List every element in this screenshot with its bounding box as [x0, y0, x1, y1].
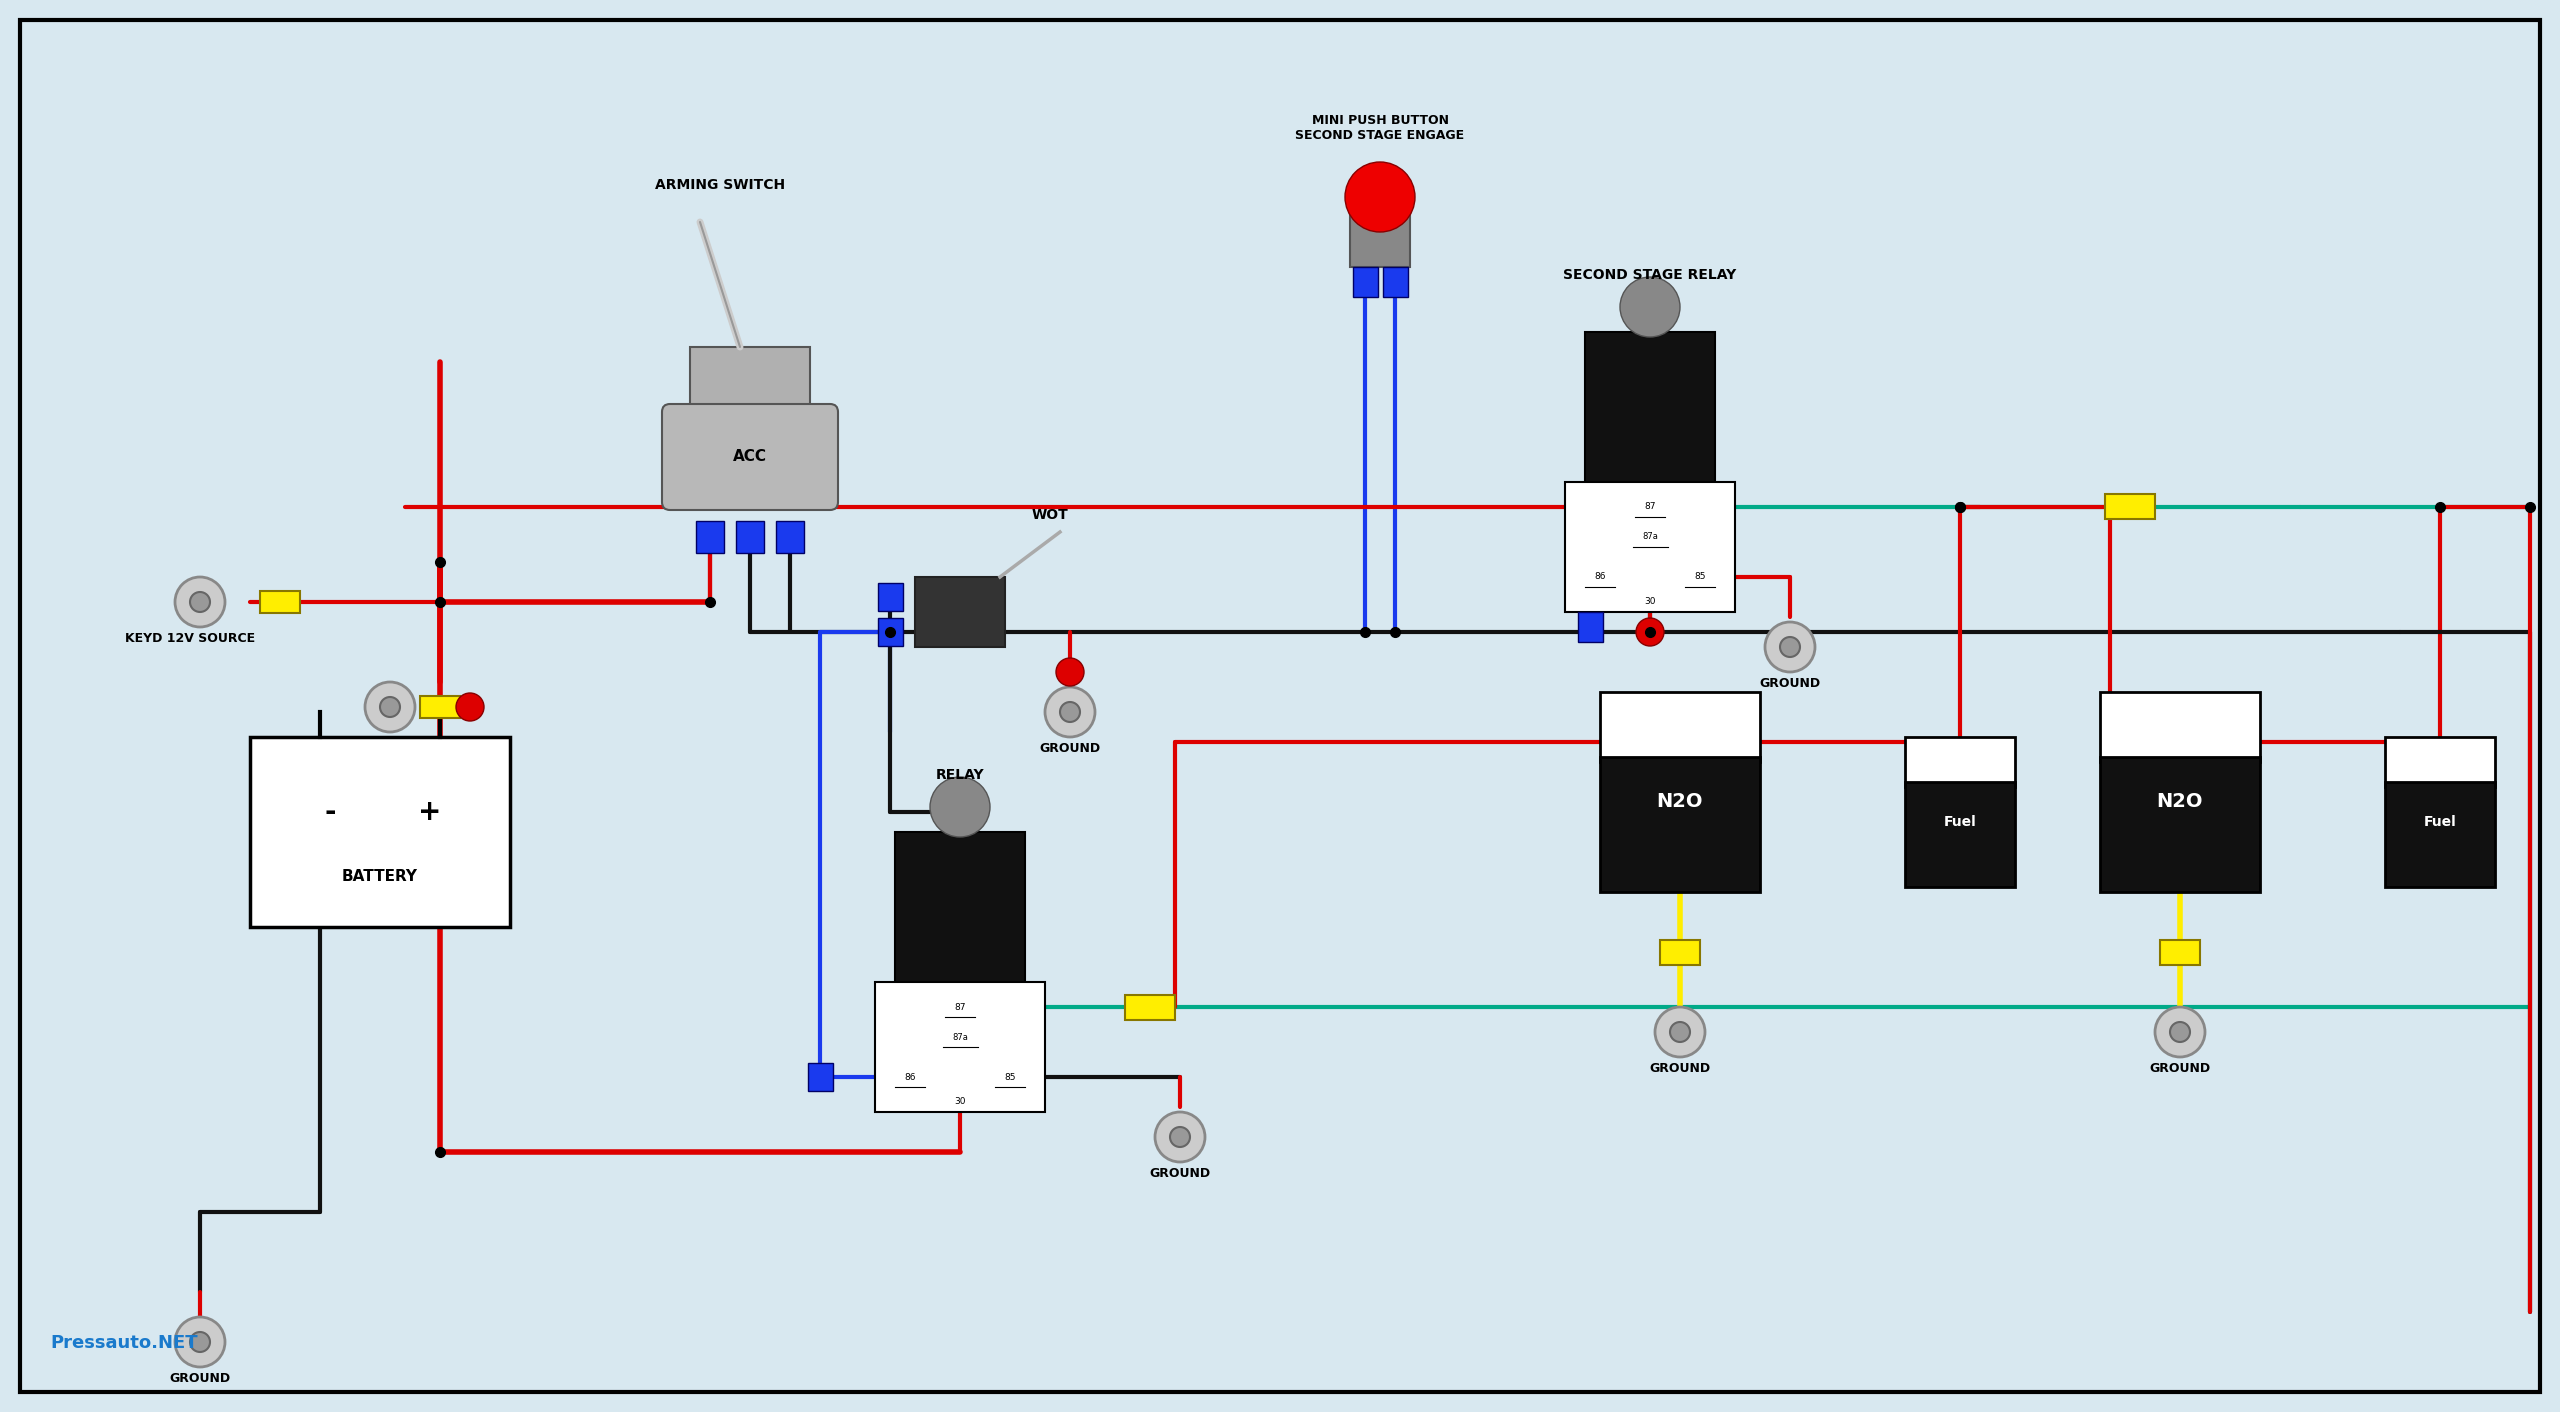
Bar: [914, 578, 1006, 647]
Bar: [2386, 737, 2496, 786]
Circle shape: [2171, 1022, 2189, 1042]
Text: Fuel: Fuel: [2424, 815, 2458, 829]
Bar: [1352, 267, 1377, 297]
Bar: [806, 1063, 832, 1091]
Bar: [1577, 611, 1603, 642]
Text: GROUND: GROUND: [1149, 1166, 1211, 1180]
Text: N2O: N2O: [1656, 792, 1702, 812]
Bar: [2161, 939, 2199, 964]
Bar: [691, 347, 809, 436]
Bar: [776, 521, 804, 554]
Text: 86: 86: [904, 1073, 916, 1082]
Bar: [1600, 692, 1761, 762]
Text: 85: 85: [1004, 1073, 1016, 1082]
Circle shape: [1057, 658, 1083, 686]
Bar: [1905, 737, 2015, 786]
Text: GROUND: GROUND: [2150, 1062, 2212, 1075]
Circle shape: [929, 777, 991, 837]
Text: N2O: N2O: [2156, 792, 2204, 812]
Text: ARMING SWITCH: ARMING SWITCH: [655, 178, 786, 192]
Bar: [696, 521, 724, 554]
Circle shape: [1620, 277, 1679, 337]
Text: 30: 30: [955, 1097, 965, 1107]
Circle shape: [1764, 623, 1815, 672]
Circle shape: [456, 693, 484, 722]
Circle shape: [1060, 702, 1080, 722]
Text: KEYD 12V SOURCE: KEYD 12V SOURCE: [125, 633, 256, 645]
Text: MINI PUSH BUTTON
SECOND STAGE ENGAGE: MINI PUSH BUTTON SECOND STAGE ENGAGE: [1295, 114, 1464, 143]
Text: 87a: 87a: [1641, 532, 1659, 541]
Circle shape: [366, 682, 415, 731]
Circle shape: [189, 1332, 210, 1353]
Bar: [420, 696, 461, 717]
Text: ACC: ACC: [732, 449, 768, 465]
Bar: [1659, 939, 1700, 964]
Circle shape: [174, 578, 225, 627]
Circle shape: [1044, 688, 1096, 737]
Text: RELAY: RELAY: [937, 768, 983, 782]
FancyBboxPatch shape: [663, 404, 837, 510]
Bar: [896, 832, 1024, 981]
Text: BATTERY: BATTERY: [343, 870, 417, 884]
Circle shape: [1654, 1007, 1705, 1058]
Circle shape: [379, 698, 399, 717]
Circle shape: [1779, 637, 1800, 657]
Bar: [2099, 692, 2260, 762]
Text: GROUND: GROUND: [1039, 741, 1101, 755]
Circle shape: [174, 1317, 225, 1367]
Text: -: -: [325, 798, 335, 826]
Text: SECOND STAGE RELAY: SECOND STAGE RELAY: [1564, 268, 1736, 282]
Bar: [1905, 782, 2015, 887]
Text: WOT: WOT: [1032, 508, 1068, 522]
Text: 85: 85: [1695, 572, 1705, 582]
Bar: [1124, 994, 1175, 1019]
Text: GROUND: GROUND: [1759, 676, 1820, 690]
Bar: [737, 521, 763, 554]
Text: GROUND: GROUND: [1649, 1062, 1710, 1075]
Circle shape: [1636, 618, 1664, 647]
Circle shape: [2156, 1007, 2204, 1058]
Text: 87a: 87a: [952, 1032, 968, 1042]
Bar: [1600, 757, 1761, 892]
Bar: [2386, 782, 2496, 887]
Bar: [876, 981, 1044, 1113]
Bar: [251, 737, 509, 928]
Bar: [878, 618, 904, 647]
Bar: [1585, 332, 1715, 481]
Bar: [878, 583, 904, 611]
Circle shape: [189, 592, 210, 611]
Text: 86: 86: [1595, 572, 1605, 582]
Text: 30: 30: [1644, 597, 1656, 607]
Circle shape: [1344, 162, 1416, 232]
Bar: [2099, 757, 2260, 892]
Bar: [1382, 267, 1408, 297]
Text: 87: 87: [1644, 503, 1656, 511]
Circle shape: [1669, 1022, 1690, 1042]
Text: 87: 87: [955, 1003, 965, 1011]
Text: +: +: [417, 798, 443, 826]
Bar: [261, 592, 300, 613]
Text: Pressauto.NET: Pressauto.NET: [51, 1334, 197, 1353]
Circle shape: [1170, 1127, 1190, 1147]
Circle shape: [1155, 1113, 1206, 1162]
Bar: [2104, 494, 2156, 520]
Bar: [1349, 212, 1411, 267]
Bar: [1564, 481, 1736, 611]
Text: Fuel: Fuel: [1943, 815, 1976, 829]
Text: GROUND: GROUND: [169, 1372, 230, 1385]
